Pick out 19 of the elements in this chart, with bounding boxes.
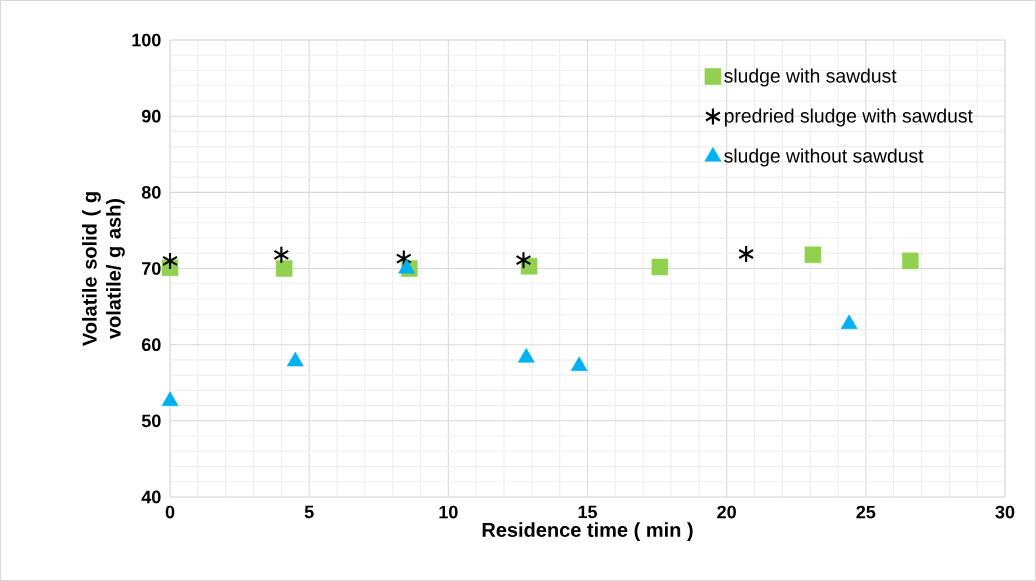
legend-label: predried sludge with sawdust — [724, 108, 973, 127]
y-tick-label: 80 — [141, 185, 161, 199]
y-tick-label: 40 — [141, 490, 161, 504]
x-tick-label: 15 — [578, 505, 598, 519]
x-tick-label: 0 — [165, 505, 175, 519]
x-tick-label: 10 — [439, 505, 458, 519]
legend-label: sludge with sawdust — [724, 68, 897, 87]
y-tick-label: 50 — [141, 414, 161, 428]
x-axis-title: Residence time ( min ) — [482, 522, 693, 541]
y-tick-label: 60 — [141, 338, 161, 352]
y-tick-label: 90 — [141, 109, 161, 123]
x-tick-label: 5 — [304, 505, 314, 519]
x-tick-label: 30 — [995, 505, 1015, 519]
y-tick-label: 70 — [142, 262, 161, 275]
x-tick-label: 20 — [717, 505, 736, 519]
x-tick-label: 25 — [856, 505, 876, 519]
y-tick-label: 100 — [132, 33, 161, 47]
legend-label: sludge without sawdust — [724, 148, 924, 167]
y-axis-title: Volatile solid ( g volatile/ g ash) — [82, 192, 125, 346]
